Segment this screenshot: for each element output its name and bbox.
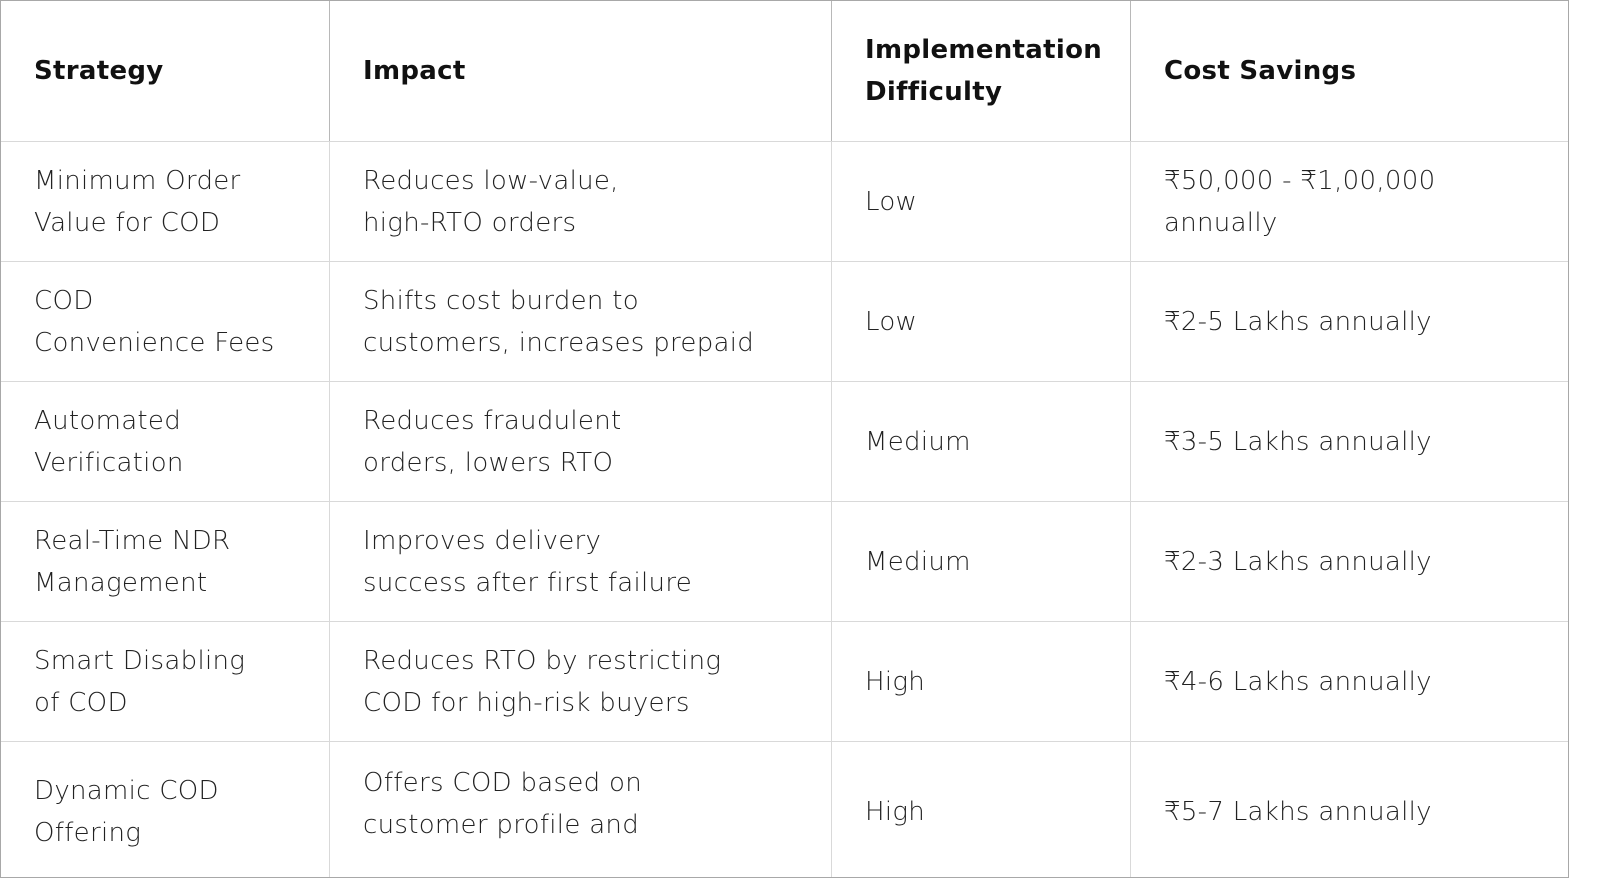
cell-savings: ₹5-7 Lakhs annually [1130, 741, 1568, 877]
cell-savings: ₹2-5 Lakhs annually [1130, 261, 1568, 382]
cell-difficulty: Low [831, 261, 1131, 382]
cell-savings: ₹3-5 Lakhs annually [1130, 381, 1568, 502]
cell-strategy: Smart Disabling of COD [1, 621, 330, 742]
table-row: Minimum Order Value for COD Reduces low-va… [1, 141, 1568, 262]
cell-difficulty: Medium [831, 381, 1131, 502]
strategy-table-container: Strategy Impact Implementation Difficulty… [0, 0, 1569, 878]
header-row: Strategy Impact Implementation Difficulty… [1, 1, 1568, 142]
cell-strategy: Minimum Order Value for COD [1, 141, 330, 262]
cell-impact: Shifts cost burden to customers, increase… [329, 261, 832, 382]
header-difficulty: Implementation Difficulty [831, 1, 1131, 142]
cell-savings: ₹4-6 Lakhs annually [1130, 621, 1568, 742]
table-row: Real-Time NDR Management Improves delivery… [1, 501, 1568, 622]
header-cost-savings: Cost Savings [1130, 1, 1568, 142]
strategy-table: Strategy Impact Implementation Difficulty… [1, 1, 1568, 877]
cell-savings: ₹50,000 - ₹1,00,000 annually [1130, 141, 1568, 262]
table-row: Automated Verification Reduces fraudulent o… [1, 381, 1568, 502]
header-impact: Impact [329, 1, 832, 142]
cell-strategy: Dynamic COD Offering [1, 741, 330, 877]
cell-strategy: COD Convenience Fees [1, 261, 330, 382]
cell-difficulty: Medium [831, 501, 1131, 622]
cell-impact: Reduces fraudulent orders, lowers RTO [329, 381, 832, 502]
cell-savings: ₹2-3 Lakhs annually [1130, 501, 1568, 622]
header-strategy: Strategy [1, 1, 330, 142]
cell-difficulty: Low [831, 141, 1131, 262]
cell-impact: Reduces RTO by restricting COD for high-r… [329, 621, 832, 742]
cell-impact: Improves delivery success after first fai… [329, 501, 832, 622]
cell-strategy: Real-Time NDR Management [1, 501, 330, 622]
cell-impact: Offers COD based on customer profile and [329, 741, 832, 877]
cell-impact: Reduces low-value, high-RTO orders [329, 141, 832, 262]
table-row: Dynamic COD Offering Offers COD based on cu… [1, 741, 1568, 877]
cell-difficulty: High [831, 741, 1131, 877]
table-row: Smart Disabling of COD Reduces RTO by rest… [1, 621, 1568, 742]
cell-strategy: Automated Verification [1, 381, 330, 502]
cell-difficulty: High [831, 621, 1131, 742]
table-row: COD Convenience Fees Shifts cost burden to… [1, 261, 1568, 382]
